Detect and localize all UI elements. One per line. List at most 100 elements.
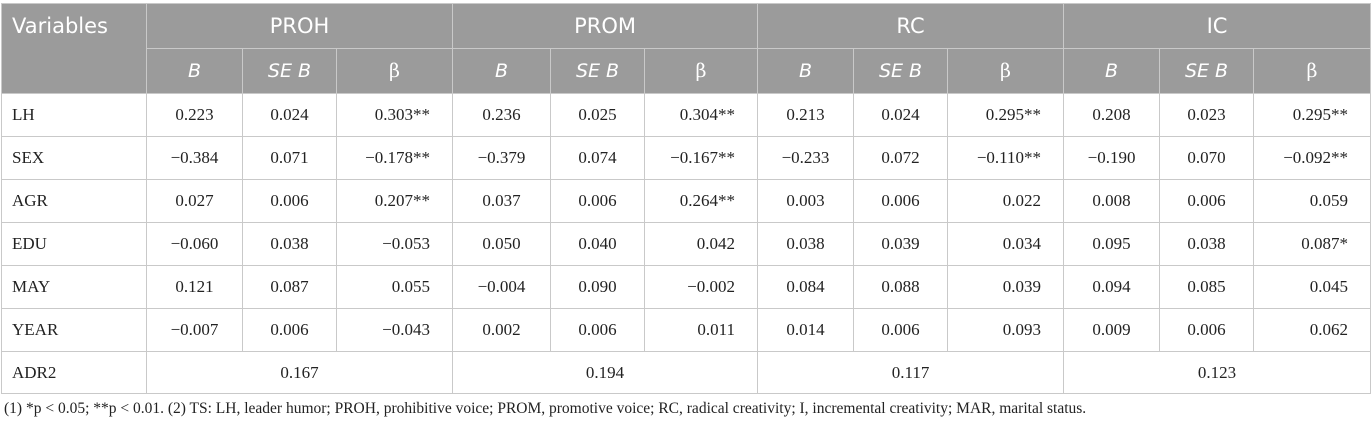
table-cell: 0.006 (242, 179, 337, 223)
table-cell: 0.006 (1159, 308, 1255, 352)
table-cell: −0.043 (335, 308, 454, 352)
table-cell: 0.009 (1063, 308, 1161, 352)
table-cell: 0.090 (550, 265, 646, 309)
table-cell: 0.213 (757, 93, 855, 137)
table-cell: −0.060 (146, 222, 243, 266)
table-cell: −0.110** (947, 136, 1065, 180)
table-cell: 0.236 (452, 93, 552, 137)
table-cell: −0.233 (757, 136, 855, 180)
table-cell: 0.070 (1159, 136, 1255, 180)
regression-table: Variables PROH PROM RC IC B SE B β B SE … (1, 3, 1372, 394)
table-row: YEAR −0.007 0.006 −0.043 0.002 0.006 0.011 0.01… (1, 308, 1372, 352)
table-row: AGR 0.027 0.006 0.207** 0.037 0.006 0.264** 0.0… (1, 179, 1372, 223)
table-cell: 0.034 (947, 222, 1065, 266)
table-cell: 0.024 (853, 93, 949, 137)
adr2-value-rc: 0.117 (757, 351, 1065, 394)
table-cell: 0.006 (242, 308, 337, 352)
table-cell: 0.121 (146, 265, 243, 309)
row-label: YEAR (1, 308, 147, 352)
table-cell: 0.038 (1159, 222, 1255, 266)
table-cell: 0.295** (947, 93, 1065, 137)
table-cell: 0.085 (1159, 265, 1255, 309)
table-cell: 0.022 (947, 179, 1065, 223)
subheader-se-b: SE B (550, 48, 646, 94)
row-label: AGR (1, 179, 147, 223)
group-header-proh: PROH (145, 3, 454, 49)
table-cell: 0.006 (853, 308, 949, 352)
table-cell: −0.379 (452, 136, 552, 180)
table-cell: 0.006 (550, 179, 646, 223)
table-cell: 0.093 (947, 308, 1065, 352)
table-cell: 0.050 (452, 222, 552, 266)
header-row-groups: Variables PROH PROM RC IC (1, 3, 1372, 94)
table-cell: −0.007 (146, 308, 243, 352)
table-cell: 0.223 (146, 93, 243, 137)
table-cell: 0.304** (644, 93, 759, 137)
subheader-beta: β (947, 48, 1065, 94)
table-cell: 0.006 (1159, 179, 1255, 223)
table-cell: 0.024 (242, 93, 337, 137)
table-cell: 0.072 (853, 136, 949, 180)
table-footnote: (1) *p < 0.05; **p < 0.01. (2) TS: LH, l… (4, 400, 1087, 417)
table-cell: 0.045 (1253, 265, 1372, 309)
table-cell: −0.190 (1063, 136, 1161, 180)
table-cell: 0.074 (550, 136, 646, 180)
table-cell: 0.295** (1253, 93, 1372, 137)
subheader-se-b: SE B (242, 48, 337, 94)
table-cell: 0.264** (644, 179, 759, 223)
subheader-se-b: SE B (1159, 48, 1255, 94)
table-cell: 0.039 (853, 222, 949, 266)
table-cell: 0.037 (452, 179, 552, 223)
table-cell: −0.384 (146, 136, 243, 180)
table-cell: 0.094 (1063, 265, 1161, 309)
adr2-value-proh: 0.167 (145, 351, 454, 394)
group-header-ic: IC (1063, 3, 1372, 49)
table-cell: 0.008 (1063, 179, 1161, 223)
subheader-b: B (452, 48, 552, 94)
table-cell: 0.006 (853, 179, 949, 223)
table-cell: −0.167** (644, 136, 759, 180)
subheader-beta: β (1253, 48, 1372, 94)
table-cell: 0.303** (335, 93, 454, 137)
adr2-label: ADR2 (1, 351, 147, 394)
table-cell: 0.039 (947, 265, 1065, 309)
subheader-beta: β (335, 48, 454, 94)
row-label: LH (1, 93, 147, 137)
variables-header: Variables (1, 3, 147, 94)
header-row-stats: B SE B β B SE B β B SE B β B SE B β (2, 48, 1372, 94)
table-cell: −0.004 (452, 265, 552, 309)
group-header-prom: PROM (452, 3, 759, 49)
table-cell: 0.095 (1063, 222, 1161, 266)
table-cell: 0.088 (853, 265, 949, 309)
table-cell: 0.084 (757, 265, 855, 309)
table-cell: −0.053 (335, 222, 454, 266)
table-row: LH 0.223 0.024 0.303** 0.236 0.025 0.304** 0.21… (1, 93, 1372, 137)
adr2-value-ic: 0.123 (1063, 351, 1372, 394)
table-cell: 0.055 (335, 265, 454, 309)
table-cell: 0.059 (1253, 179, 1372, 223)
table-cell: 0.087* (1253, 222, 1372, 266)
table-cell: 0.071 (242, 136, 337, 180)
table-cell: 0.038 (757, 222, 855, 266)
row-label: SEX (1, 136, 147, 180)
table-cell: 0.208 (1063, 93, 1161, 137)
table-row: SEX −0.384 0.071 −0.178** −0.379 0.074 −0.167*… (1, 136, 1372, 180)
subheader-b: B (1063, 48, 1161, 94)
table-cell: 0.062 (1253, 308, 1372, 352)
adr2-value-prom: 0.194 (452, 351, 759, 394)
table-body: LH 0.223 0.024 0.303** 0.236 0.025 0.304** 0.21… (1, 93, 1372, 394)
table-cell: −0.178** (335, 136, 454, 180)
table-cell: 0.040 (550, 222, 646, 266)
adr2-row: ADR2 0.167 0.194 0.117 0.123 (1, 351, 1372, 394)
subheader-se-b: SE B (853, 48, 949, 94)
table-cell: 0.011 (644, 308, 759, 352)
table-cell: 0.038 (242, 222, 337, 266)
table-cell: 0.025 (550, 93, 646, 137)
table-cell: 0.027 (146, 179, 243, 223)
table-cell: 0.003 (757, 179, 855, 223)
group-header-rc: RC (757, 3, 1065, 49)
subheader-b: B (146, 48, 243, 94)
table-row: EDU −0.060 0.038 −0.053 0.050 0.040 0.042 0.038… (1, 222, 1372, 266)
table-cell: 0.014 (757, 308, 855, 352)
table-cell: 0.042 (644, 222, 759, 266)
